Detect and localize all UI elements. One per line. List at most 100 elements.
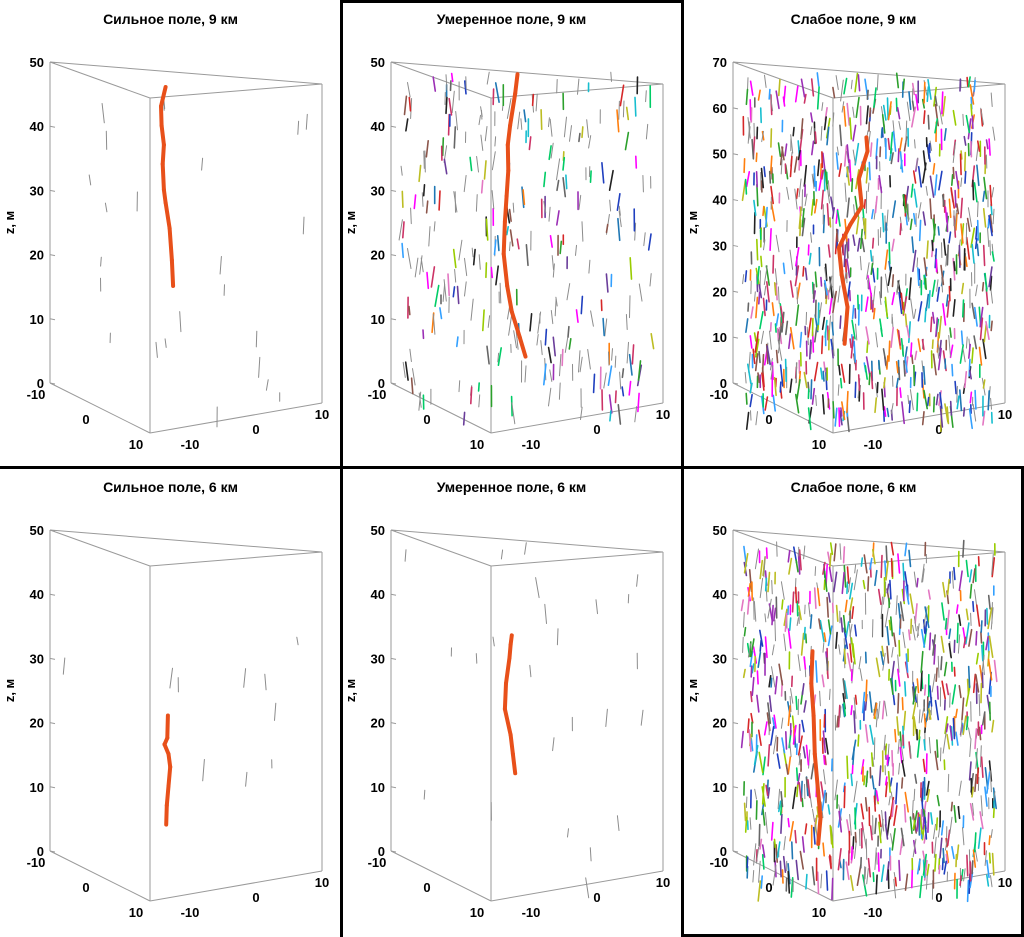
frame-weak-right — [1021, 466, 1024, 937]
fracture-segment — [947, 773, 950, 793]
fracture-segment — [472, 248, 476, 266]
fracture-segment — [770, 185, 774, 205]
fracture-segment — [866, 89, 869, 100]
z-tick-label: 20 — [30, 248, 44, 263]
chart-title: Слабое поле, 6 км — [791, 479, 917, 495]
fracture-segment — [921, 781, 924, 803]
fracture-segment — [941, 602, 945, 621]
y-tick-label: -10 — [710, 855, 729, 870]
fracture-segment — [827, 804, 831, 815]
fracture-segment — [773, 281, 777, 296]
fracture-segment — [854, 564, 857, 574]
fracture-segment — [959, 875, 963, 887]
z-tick-label: 30 — [30, 183, 44, 198]
fracture-segment — [760, 255, 763, 268]
fracture-segment — [821, 335, 824, 355]
fracture-segment — [817, 587, 821, 607]
x-tick-label: 0 — [935, 890, 942, 905]
fracture-segment — [611, 348, 613, 361]
fracture-segment — [990, 607, 994, 630]
fracture-segment — [491, 151, 496, 171]
fracture-segment — [797, 735, 803, 756]
fracture-segment — [760, 330, 764, 345]
fracture-segment — [984, 786, 988, 807]
fracture-segment — [972, 568, 976, 584]
fracture-segment — [634, 406, 638, 423]
fracture-segment — [912, 170, 917, 184]
fracture-segment — [933, 644, 936, 665]
fracture-segment — [904, 873, 909, 891]
box-edge — [390, 382, 492, 434]
x-tick-label: 0 — [935, 422, 942, 437]
fracture-segment — [874, 569, 878, 587]
fracture-segment — [886, 209, 889, 227]
fracture-segment — [829, 217, 832, 228]
fracture-segment — [985, 635, 989, 651]
fracture-segment — [901, 777, 904, 789]
fracture-segment — [970, 140, 973, 158]
fracture-segment — [412, 368, 416, 386]
fracture-segment — [822, 152, 826, 173]
fracture-segment — [800, 632, 805, 656]
fracture-segment — [753, 199, 757, 216]
z-tick-label: 10 — [713, 780, 727, 795]
fracture-segment — [829, 542, 834, 556]
fracture-segment — [749, 80, 754, 96]
fracture-segment — [988, 701, 992, 721]
fracture-segment — [884, 701, 888, 717]
fracture-segment — [854, 142, 860, 166]
fracture-segment — [426, 271, 430, 290]
fracture-segment — [816, 806, 820, 818]
z-tick-label: 50 — [30, 55, 44, 70]
fracture-segment — [819, 302, 822, 318]
fracture-segment — [780, 581, 785, 600]
fracture-segment — [549, 369, 553, 382]
fracture-segment — [439, 307, 443, 320]
x-tick-label: 10 — [998, 875, 1012, 890]
fracture-segment — [913, 615, 917, 632]
fracture-segment — [911, 354, 914, 365]
fracture-segment — [837, 704, 841, 728]
fracture-segment — [753, 744, 759, 766]
fracture-segment — [935, 393, 939, 406]
fracture-segment — [895, 377, 899, 389]
fracture-segment — [793, 156, 798, 173]
fracture-segment — [851, 319, 856, 340]
fracture-segment — [305, 113, 308, 130]
fracture-segment — [934, 750, 939, 771]
fracture-segment — [556, 179, 560, 192]
fracture-segment — [934, 174, 938, 196]
fracture-segment — [916, 678, 920, 694]
fracture-segment — [970, 103, 973, 117]
fracture-segment — [828, 275, 833, 293]
fracture-segment — [854, 381, 857, 399]
fracture-segment — [811, 387, 816, 405]
fracture-segment — [986, 859, 990, 879]
fracture-segment — [864, 724, 869, 743]
fracture-segment — [973, 306, 978, 327]
fracture-segment — [764, 636, 768, 659]
fracture-segment — [742, 636, 744, 653]
fracture-segment — [908, 549, 912, 568]
fracture-segment — [789, 155, 793, 178]
fracture-segment — [759, 310, 764, 330]
fracture-segment — [432, 313, 436, 335]
z-tick-mark — [732, 336, 739, 339]
fracture-segment — [410, 98, 413, 119]
fracture-segment — [849, 623, 853, 637]
fracture-segment — [948, 335, 951, 358]
fracture-segment — [840, 79, 844, 102]
fracture-segment — [577, 78, 580, 95]
fracture-segment — [535, 93, 538, 112]
fracture-segment — [966, 879, 970, 903]
fracture-segment — [455, 111, 458, 131]
fracture-segment — [894, 876, 897, 887]
fracture-segment — [898, 762, 901, 775]
fracture-segment — [927, 589, 931, 600]
fracture-segment — [758, 860, 761, 883]
fracture-segment — [950, 174, 954, 186]
fracture-segment — [887, 770, 891, 793]
z-tick-label: 30 — [713, 651, 727, 666]
fracture-segment — [831, 347, 834, 359]
fracture-segment — [892, 694, 896, 706]
